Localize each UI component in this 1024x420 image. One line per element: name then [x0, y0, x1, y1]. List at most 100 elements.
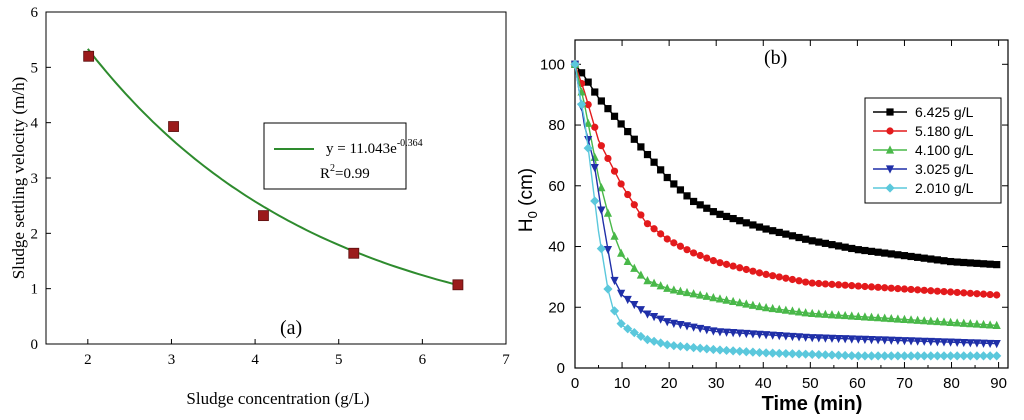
- data-point: [604, 105, 612, 113]
- data-point: [900, 314, 909, 324]
- data-point: [597, 142, 605, 150]
- data-point: [914, 253, 922, 261]
- data-point: [616, 319, 626, 329]
- data-point: [827, 350, 837, 360]
- data-point: [828, 280, 836, 288]
- y-tick-label: 80: [548, 117, 565, 134]
- data-point: [907, 285, 915, 294]
- y-tick-label: 1: [31, 282, 39, 298]
- legend-swatch-marker: [885, 183, 895, 193]
- data-point: [853, 351, 863, 361]
- data-point: [867, 283, 876, 291]
- data-point: [920, 316, 929, 325]
- data-point: [782, 230, 790, 238]
- data-point: [761, 348, 771, 358]
- data-point: [637, 143, 645, 151]
- data-point: [795, 277, 803, 285]
- data-point: [749, 221, 757, 229]
- data-point: [675, 341, 686, 351]
- data-point: [788, 275, 797, 284]
- data-point: [834, 242, 843, 250]
- panel-b-xlabel: Time (min): [762, 393, 863, 415]
- data-point: [801, 333, 810, 342]
- data-point: [735, 346, 745, 356]
- data-point: [906, 315, 916, 324]
- data-point: [702, 291, 711, 300]
- y-tick-label: 60: [548, 178, 565, 195]
- panel-b-label: (b): [764, 47, 787, 69]
- legend-label: 3.025 g/L: [915, 161, 974, 177]
- data-point: [729, 214, 737, 223]
- data-point: [610, 112, 619, 120]
- data-point: [808, 237, 816, 245]
- data-point: [821, 239, 829, 247]
- data-point: [656, 281, 665, 290]
- data-point: [682, 322, 692, 331]
- data-point: [736, 264, 744, 272]
- data-point: [702, 344, 712, 354]
- data-point: [741, 347, 751, 357]
- series-3-025-g-L: [570, 60, 1001, 349]
- data-point: [881, 249, 889, 257]
- data-point: [742, 299, 751, 308]
- data-point: [993, 261, 1001, 269]
- data-point: [847, 335, 856, 344]
- data-point: [596, 244, 606, 254]
- data-point: [624, 127, 632, 136]
- data-point: [669, 285, 678, 294]
- legend-label: 2.010 g/L: [915, 180, 974, 196]
- data-point: [959, 351, 969, 361]
- data-point: [972, 351, 982, 361]
- data-point: [689, 342, 699, 353]
- data-point: [775, 228, 783, 237]
- data-point: [708, 344, 718, 355]
- data-point: [959, 318, 968, 327]
- series-4-100-g-L: [570, 59, 1001, 329]
- x-tick-label: 90: [990, 375, 1007, 392]
- data-point: [920, 286, 928, 294]
- legend-label: 6.425 g/L: [915, 104, 974, 120]
- data-point: [768, 303, 777, 313]
- data-point: [584, 100, 592, 109]
- data-point: [978, 351, 989, 361]
- data-point: [735, 298, 744, 307]
- data-point: [820, 350, 830, 360]
- data-point: [841, 281, 849, 289]
- data-point: [880, 351, 890, 361]
- legend-swatch-marker: [886, 127, 894, 135]
- data-point: [808, 279, 816, 287]
- data-point: [939, 338, 949, 347]
- data-point: [663, 235, 671, 243]
- data-point: [742, 329, 751, 339]
- data-point: [656, 315, 665, 324]
- x-tick-label: 50: [802, 375, 819, 392]
- data-point: [808, 308, 817, 318]
- data-point: [683, 192, 691, 200]
- y-tick-label: 100: [540, 56, 565, 73]
- data-point: [966, 319, 975, 328]
- data-point: [682, 287, 692, 297]
- data-point: [815, 238, 823, 246]
- data-point: [742, 219, 750, 227]
- data-point: [709, 293, 718, 302]
- data-point: [590, 163, 599, 173]
- data-point: [972, 319, 982, 328]
- data-point: [690, 197, 698, 206]
- series-5-180-g-L: [571, 60, 1001, 299]
- data-point: [670, 239, 678, 247]
- data-point: [972, 339, 982, 348]
- data-point: [794, 333, 804, 342]
- data-point: [802, 278, 810, 286]
- data-point: [642, 335, 653, 345]
- data-point: [788, 306, 797, 315]
- fit-legend: y = 11.043e-0.364 R2=0.99: [263, 122, 423, 190]
- series-legend: 6.425 g/L 5.180 g/L 4.100 g/L 3.025 g/L 2.01…: [864, 97, 1002, 204]
- data-point: [841, 310, 850, 320]
- data-point: [959, 338, 968, 348]
- x-tick-label: 0: [571, 375, 579, 392]
- data-point: [591, 123, 599, 131]
- data-point: [629, 327, 639, 338]
- data-point: [867, 312, 876, 321]
- data-point: [854, 246, 862, 254]
- data-point: [794, 349, 804, 359]
